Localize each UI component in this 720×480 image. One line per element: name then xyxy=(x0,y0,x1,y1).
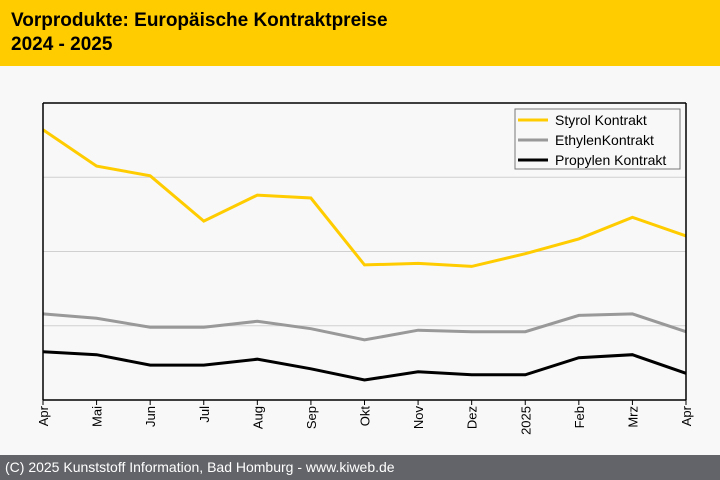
x-tick-label: Jul xyxy=(197,406,212,423)
x-tick-label: Sep xyxy=(304,406,319,429)
chart-header: Vorprodukte: Europäische Kontraktpreise … xyxy=(0,0,720,66)
x-tick-label: Mrz xyxy=(625,406,640,428)
legend-label: Styrol Kontrakt xyxy=(555,112,647,128)
x-tick-label: Mai xyxy=(90,406,105,427)
x-tick-label: Okt xyxy=(358,406,373,427)
x-tick-label: Feb xyxy=(572,406,587,428)
legend: Styrol Kontrakt EthylenKontrakt Propylen K… xyxy=(514,108,681,170)
x-tick-label: 2025 xyxy=(518,406,533,435)
legend-label: Propylen Kontrakt xyxy=(555,152,666,168)
legend-label: EthylenKontrakt xyxy=(555,132,654,148)
x-tick-label: Jun xyxy=(143,406,158,427)
x-tick-label: Aug xyxy=(250,406,265,429)
x-tick-label: Dez xyxy=(465,406,480,429)
x-tick-label: Apr xyxy=(36,405,51,426)
chart-title: Vorprodukte: Europäische Kontraktpreise xyxy=(11,10,388,31)
copyright-text: (C) 2025 Kunststoff Information, Bad Hom… xyxy=(5,459,395,475)
series-lines xyxy=(42,128,687,382)
x-tick-label: Apr xyxy=(679,405,694,426)
chart-subtitle: 2024 - 2025 xyxy=(11,34,113,55)
x-tick-label: Nov xyxy=(411,406,426,430)
x-axis-ticks: Apr Mai Jun Jul Aug Sep Okt Nov Dez 2025 Feb Mrz Apr xyxy=(36,400,694,435)
footer: (C) 2025 Kunststoff Information, Bad Hom… xyxy=(0,455,720,480)
